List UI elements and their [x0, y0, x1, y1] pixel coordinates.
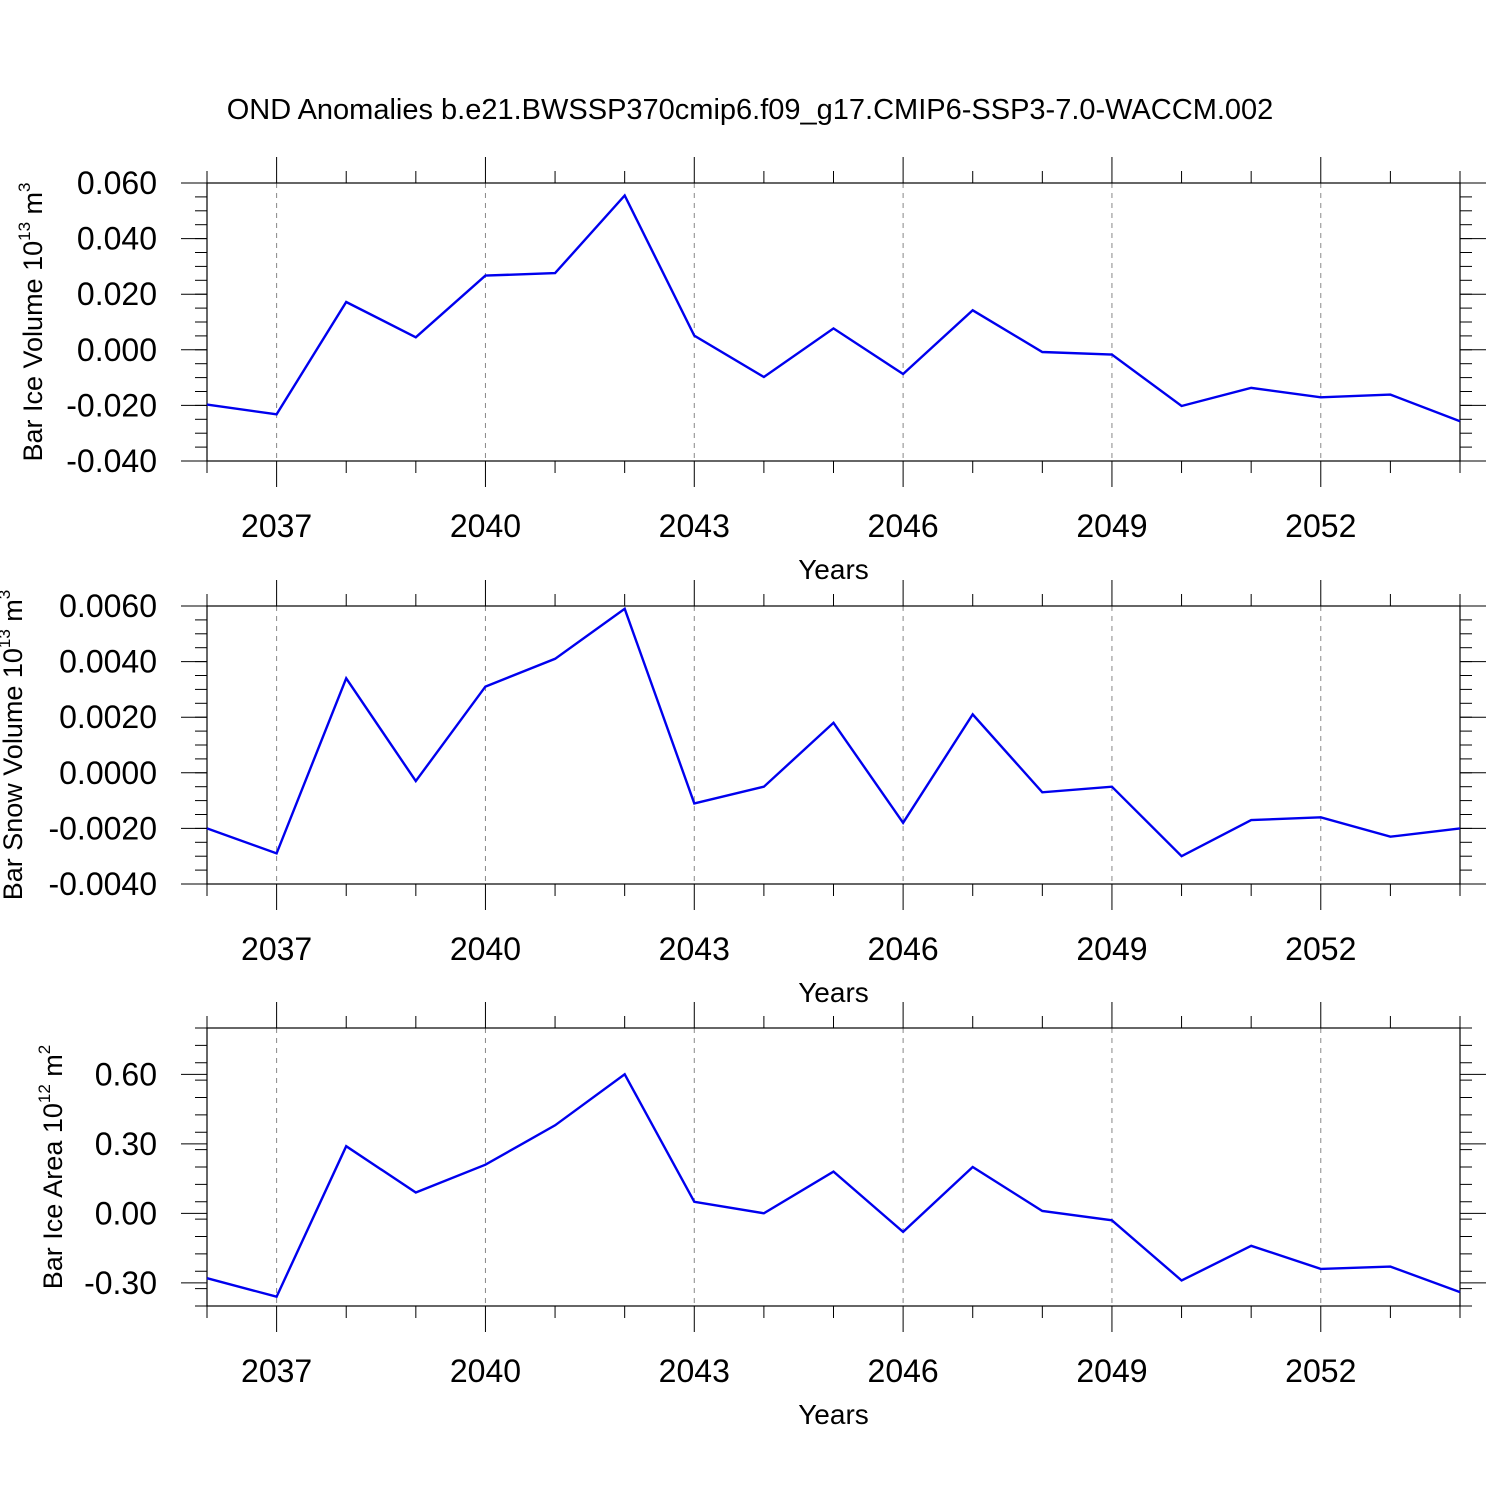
chart-panels: -0.040 -0.020 0.000 0.020 0.040 0.060 2037 2040… — [0, 157, 1486, 1430]
y-tick-label: 0.040 — [77, 221, 157, 257]
x-axis-label: Years — [798, 554, 869, 585]
x-tick-label: 2046 — [868, 1353, 939, 1389]
x-tick-label: 2037 — [241, 931, 312, 967]
y-tick-label: -0.0020 — [48, 810, 157, 846]
y-axis-label-exponent: 13 — [0, 629, 14, 648]
x-tick-label: 2040 — [450, 508, 521, 544]
y-tick-label: -0.0040 — [48, 866, 157, 902]
x-tick-label: 2037 — [241, 508, 312, 544]
y-tick-label: 0.0000 — [59, 755, 157, 791]
y-tick-label: 0.0040 — [59, 644, 157, 680]
y-axis-label-main: Bar Ice Volume 10 — [18, 241, 48, 462]
y-axis-label-unit: m — [18, 192, 48, 222]
x-axis-label: Years — [798, 977, 869, 1008]
chart-panel-2: -0.0040 -0.0020 0.0000 0.0020 0.0040 0.0060 20… — [0, 580, 1486, 1008]
y-axis-label-unit: m — [38, 1054, 68, 1084]
x-tick-label: 2049 — [1076, 1353, 1147, 1389]
chart-panel-3: -0.30 0.00 0.30 0.60 2037 2040 2043 2046 2049 205… — [35, 1002, 1486, 1430]
y-tick-label: -0.040 — [66, 443, 157, 479]
y-axis-label-exponent: 12 — [35, 1084, 54, 1103]
x-tick-label: 2037 — [241, 1353, 312, 1389]
x-axis-label: Years — [798, 1399, 869, 1430]
x-tick-label: 2046 — [868, 931, 939, 967]
x-tick-label: 2049 — [1076, 931, 1147, 967]
y-axis-label-unit-exponent: 3 — [15, 182, 34, 191]
y-tick-label: 0.30 — [95, 1126, 157, 1162]
x-tick-label: 2052 — [1285, 931, 1356, 967]
x-tick-label: 2043 — [659, 931, 730, 967]
y-tick-label: 0.000 — [77, 332, 157, 368]
x-tick-label: 2043 — [659, 1353, 730, 1389]
y-tick-label: -0.020 — [66, 387, 157, 423]
plot-frame — [206, 605, 1461, 885]
y-tick-label: 0.060 — [77, 165, 157, 201]
y-axis-label-unit-exponent: 3 — [0, 590, 14, 599]
y-axis-label-unit: m — [0, 599, 28, 629]
x-tick-label: 2040 — [450, 931, 521, 967]
y-tick-label: 0.0060 — [59, 588, 157, 624]
series-line — [206, 193, 1461, 423]
y-axis-label-main: Bar Snow Volume 10 — [0, 648, 28, 900]
series-line — [206, 1072, 1461, 1299]
y-axis-label-exponent: 13 — [15, 222, 34, 241]
x-tick-label: 2049 — [1076, 508, 1147, 544]
y-tick-label: -0.30 — [84, 1265, 157, 1301]
y-axis-label-unit-exponent: 2 — [35, 1045, 54, 1054]
y-tick-label: 0.020 — [77, 276, 157, 312]
x-tick-label: 2043 — [659, 508, 730, 544]
y-axis-label: Bar Ice Volume 1013 m3 — [15, 182, 48, 461]
figure-title: OND Anomalies b.e21.BWSSP370cmip6.f09_g1… — [227, 94, 1274, 126]
x-tick-label: 2052 — [1285, 508, 1356, 544]
plot-frame — [206, 1027, 1461, 1307]
plot-frame — [206, 182, 1461, 462]
x-tick-label: 2046 — [868, 508, 939, 544]
y-axis-label-main: Bar Ice Area 10 — [38, 1103, 68, 1289]
chart-panel-1: -0.040 -0.020 0.000 0.020 0.040 0.060 2037 2040… — [15, 157, 1486, 585]
x-tick-label: 2052 — [1285, 1353, 1356, 1389]
series-line — [206, 606, 1461, 858]
y-tick-label: 0.00 — [95, 1195, 157, 1231]
y-axis-label: Bar Snow Volume 1013 m3 — [0, 590, 28, 901]
y-tick-label: 0.60 — [95, 1056, 157, 1092]
x-tick-label: 2040 — [450, 1353, 521, 1389]
y-tick-label: 0.0020 — [59, 699, 157, 735]
y-axis-label: Bar Ice Area 1012 m2 — [35, 1045, 68, 1290]
